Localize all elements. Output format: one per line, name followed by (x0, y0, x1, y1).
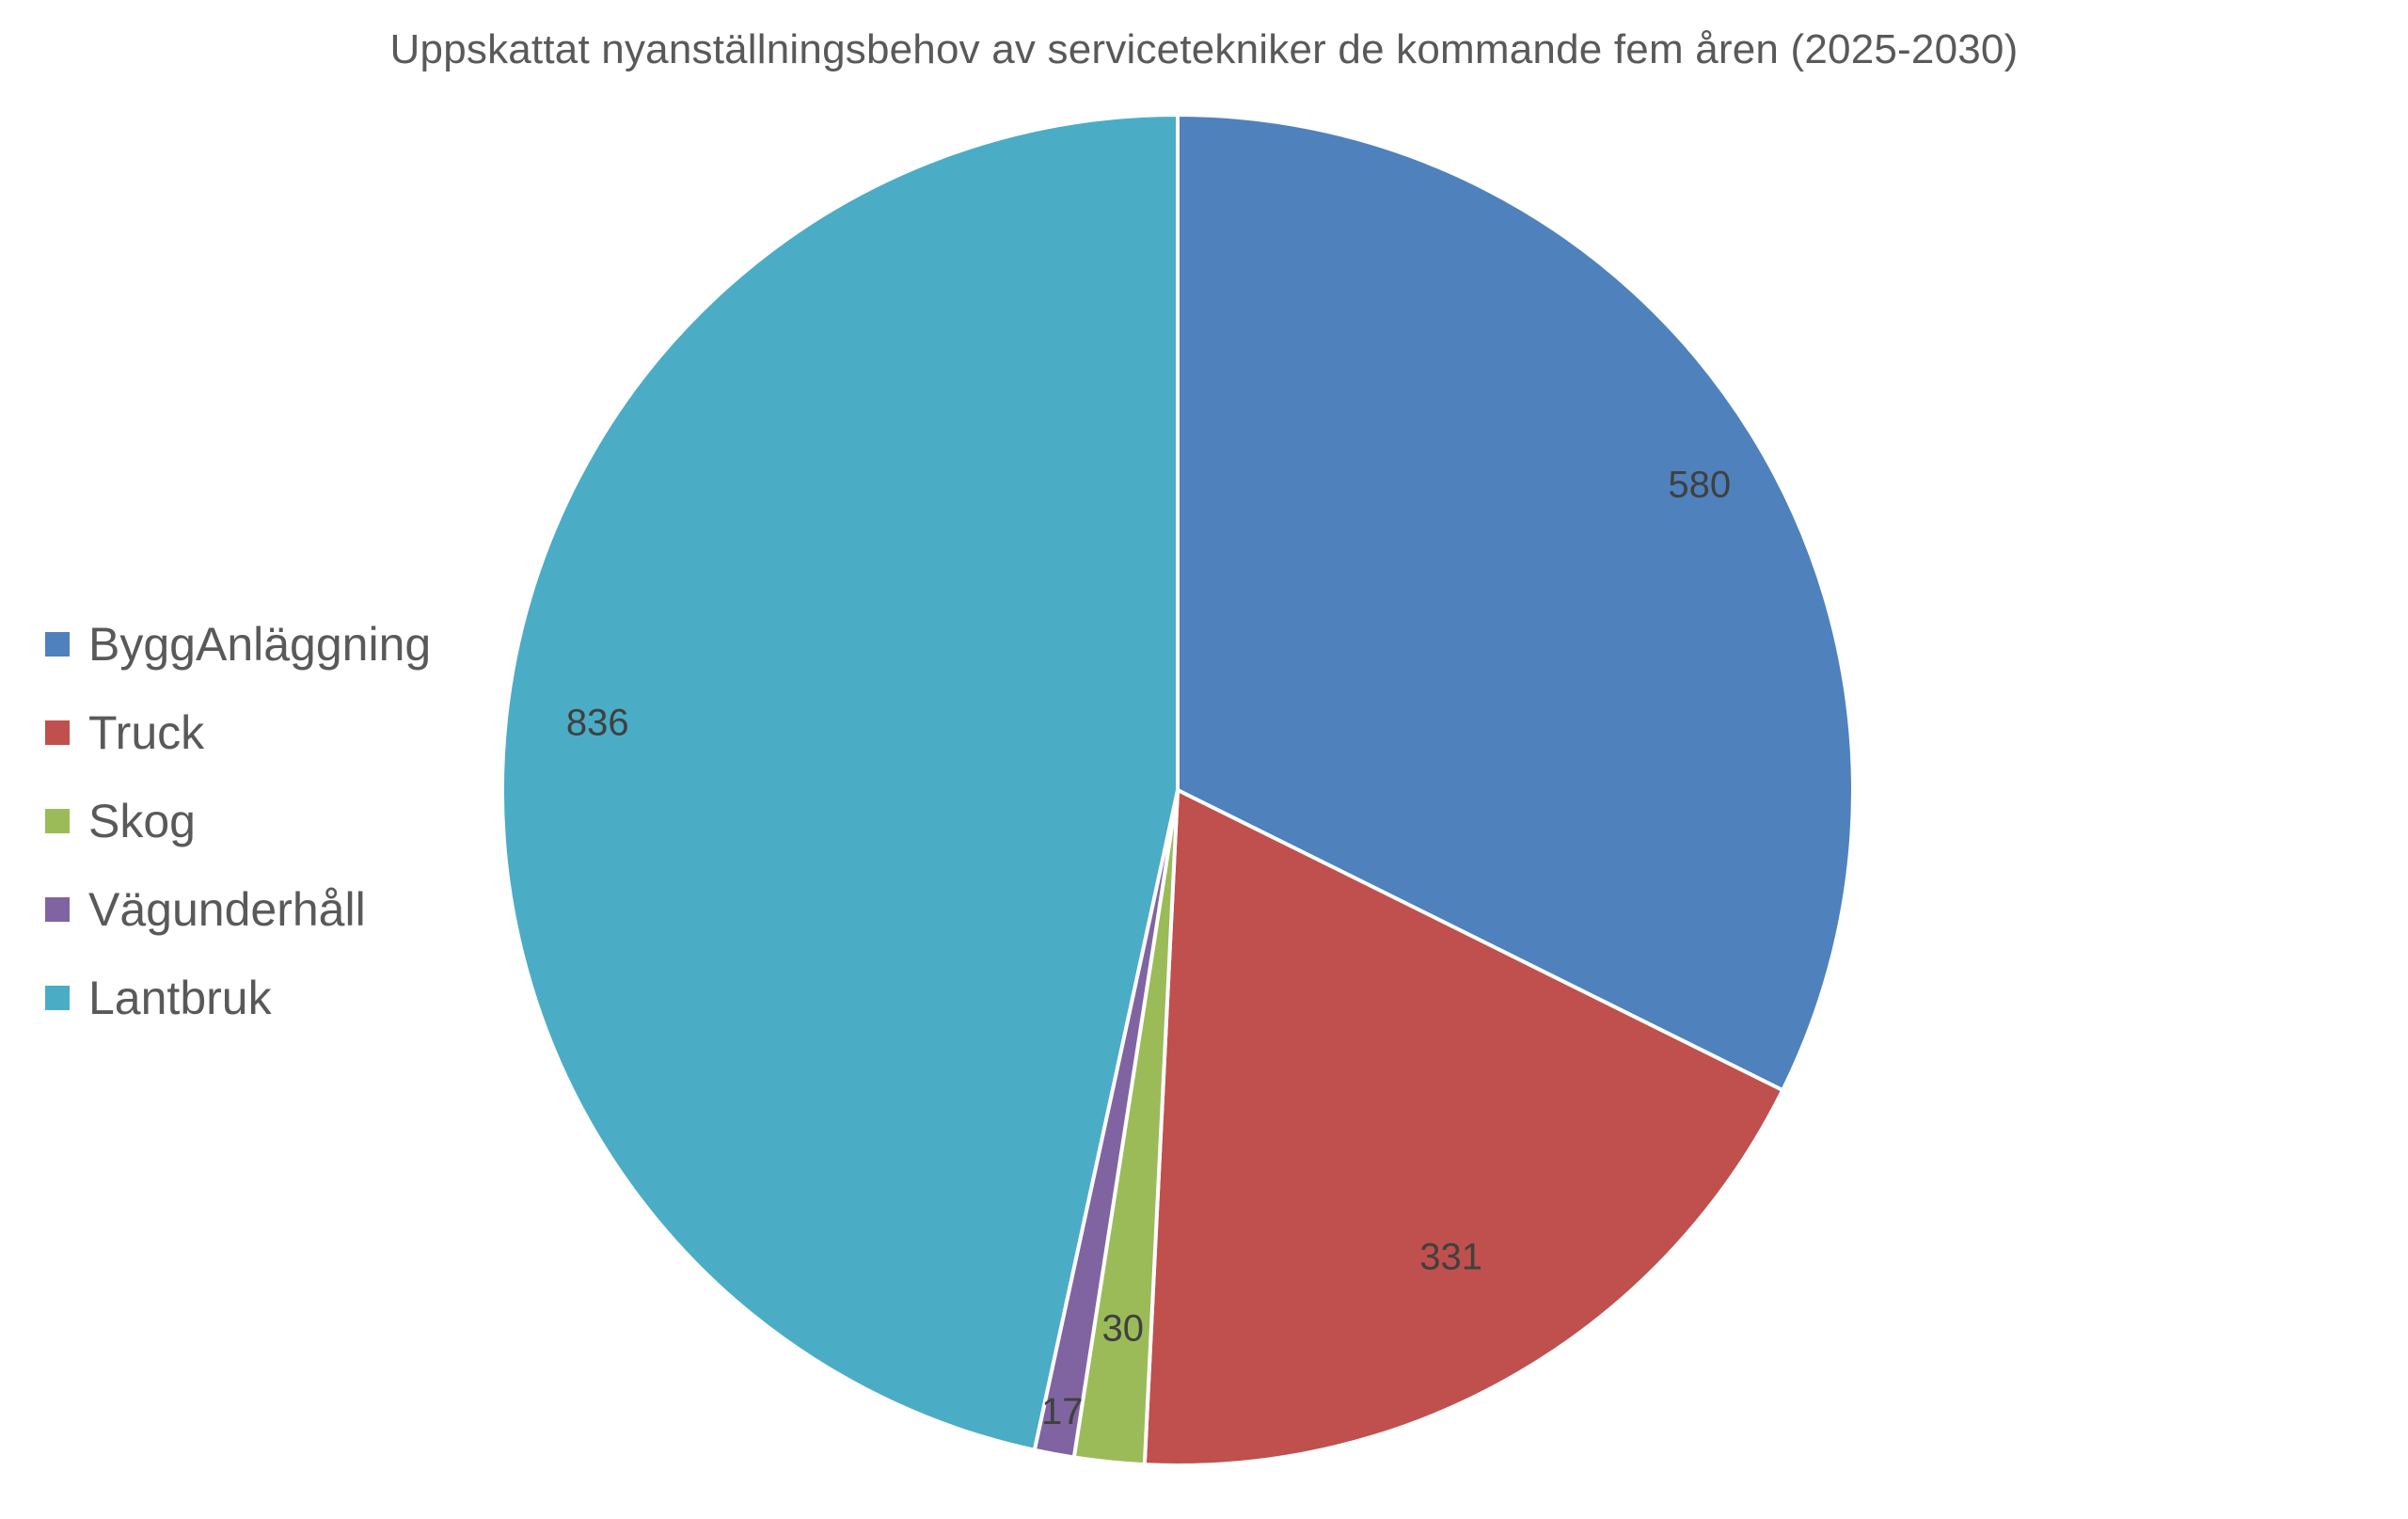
chart-title: Uppskattat nyanställningsbehov av servic… (389, 26, 2019, 72)
data-label-vagunderhall: 17 (1041, 1391, 1084, 1432)
data-label-skog: 30 (1102, 1307, 1145, 1349)
legend-label-vagunderhall: Vägunderhåll (88, 883, 366, 936)
legend-swatch-truck (45, 720, 70, 745)
legend-item-bygganlaggning: ByggAnläggning (45, 600, 431, 688)
legend-item-vagunderhall: Vägunderhåll (45, 865, 431, 954)
legend-swatch-lantbruk (45, 986, 70, 1010)
legend-swatch-bygganlaggning (45, 632, 70, 657)
legend-item-lantbruk: Lantbruk (45, 954, 431, 1042)
legend-label-skog: Skog (88, 795, 196, 847)
pie-slice-bygganlaggning (1176, 113, 1855, 1093)
data-label-bygganlaggning: 580 (1668, 465, 1731, 506)
pie-slice-truck (1142, 788, 1785, 1467)
legend-item-truck: Truck (45, 688, 431, 777)
legend-item-skog: Skog (45, 777, 431, 865)
legend-swatch-skog (45, 809, 70, 833)
data-label-truck: 331 (1419, 1236, 1482, 1277)
legend-label-lantbruk: Lantbruk (88, 972, 272, 1024)
legend-swatch-vagunderhall (45, 897, 70, 922)
legend: ByggAnläggning Truck Skog Vägunderhåll Lantb… (45, 600, 431, 1042)
legend-label-bygganlaggning: ByggAnläggning (88, 618, 432, 671)
pie-slice-lantbruk (499, 113, 1180, 1452)
data-label-lantbruk: 836 (566, 703, 629, 744)
legend-label-truck: Truck (88, 706, 205, 759)
